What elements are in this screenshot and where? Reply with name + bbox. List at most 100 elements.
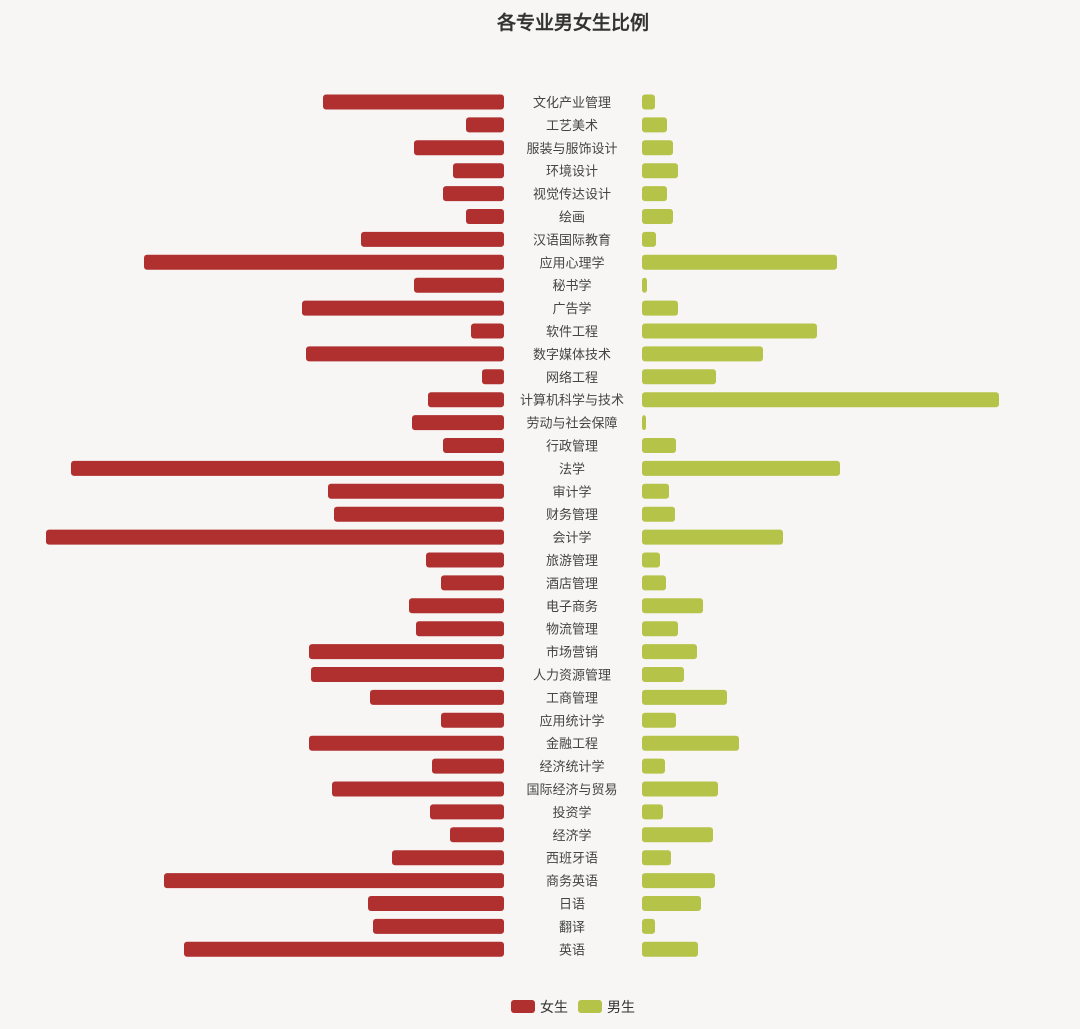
bar-female[interactable] [441,712,504,728]
category-label: 数字媒体技术 [533,348,611,363]
bar-male[interactable] [642,941,698,957]
bar-male[interactable] [642,163,678,179]
bar-male[interactable] [642,598,703,614]
bar-female[interactable] [46,529,504,545]
bar-male[interactable] [642,918,655,934]
bar-male[interactable] [642,575,666,591]
legend-swatch-female[interactable] [511,1000,535,1013]
bar-female[interactable] [309,735,504,751]
category-label: 翻译 [559,920,585,935]
bar-female[interactable] [416,621,504,637]
bar-male[interactable] [642,140,673,156]
bar-male[interactable] [642,850,671,866]
bar-female[interactable] [471,323,504,339]
category-label: 英语 [559,943,585,958]
bar-female[interactable] [441,575,504,591]
bar-male[interactable] [642,186,667,202]
legend-label-female[interactable]: 女生 [540,999,568,1016]
category-label: 财务管理 [546,507,598,523]
bar-female[interactable] [323,94,504,110]
bar-male[interactable] [642,323,817,339]
category-label: 应用心理学 [539,255,604,271]
bar-female[interactable] [184,941,504,957]
bar-female[interactable] [311,667,504,682]
bar-male[interactable] [642,758,665,774]
bar-male[interactable] [642,506,675,522]
bar-male[interactable] [642,896,701,911]
category-label: 电子商务 [546,599,598,615]
bar-female[interactable] [334,506,504,522]
category-label: 市场营销 [546,645,598,661]
bar-male[interactable] [642,346,763,362]
bar-male[interactable] [642,209,673,224]
bar-female[interactable] [450,827,504,843]
bar-female[interactable] [164,873,504,889]
category-label: 西班牙语 [546,852,598,867]
bar-male[interactable] [642,415,646,431]
bar-male[interactable] [642,460,840,476]
bar-male[interactable] [642,712,676,728]
category-label: 物流管理 [546,623,598,638]
category-label: 审计学 [552,484,591,500]
bar-male[interactable] [642,827,713,843]
bar-male[interactable] [642,277,647,293]
legend-label-male[interactable]: 男生 [607,1000,635,1016]
bar-female[interactable] [430,804,504,820]
bar-female[interactable] [373,918,504,934]
bar-female[interactable] [409,598,504,614]
bar-male[interactable] [642,94,655,110]
bar-male[interactable] [642,735,739,751]
category-label: 法学 [559,461,585,477]
bar-female[interactable] [71,460,504,476]
category-labels: 文化产业管理工艺美术服装与服饰设计环境设计视觉传达设计绘画汉语国际教育应用心理学… [520,96,624,958]
bar-male[interactable] [642,438,676,453]
bar-female[interactable] [428,392,504,408]
bar-female[interactable] [443,438,504,453]
bar-female[interactable] [370,689,504,705]
bar-female[interactable] [443,186,504,202]
category-label: 人力资源管理 [533,669,611,684]
bar-female[interactable] [414,140,504,156]
bar-female[interactable] [432,758,504,774]
legend-swatch-male[interactable] [578,1000,602,1013]
bar-female[interactable] [466,209,504,224]
category-label: 软件工程 [546,325,598,340]
bar-male[interactable] [642,483,669,499]
bar-female[interactable] [144,254,504,270]
bar-female[interactable] [453,163,504,179]
bar-female[interactable] [466,117,504,133]
bar-male[interactable] [642,369,716,385]
bar-female[interactable] [368,896,504,911]
bar-female[interactable] [306,346,504,362]
bar-male[interactable] [642,644,697,660]
bar-male[interactable] [642,552,660,568]
bar-male[interactable] [642,781,718,797]
bar-male[interactable] [642,689,727,705]
bar-male[interactable] [642,254,837,270]
bar-male[interactable] [642,804,663,820]
bar-female[interactable] [328,483,504,499]
bar-female[interactable] [361,231,504,247]
bar-male[interactable] [642,392,999,408]
bar-female[interactable] [332,781,504,797]
bar-female[interactable] [309,644,504,660]
bar-female[interactable] [302,300,504,316]
legend[interactable]: 女生 男生 [511,999,635,1016]
bar-male[interactable] [642,873,715,889]
bar-male[interactable] [642,117,667,133]
category-label: 金融工程 [546,736,598,752]
bar-female[interactable] [412,415,504,431]
category-label: 商务英语 [546,874,598,890]
bar-female[interactable] [392,850,504,866]
category-label: 行政管理 [546,440,598,455]
bar-male[interactable] [642,667,684,682]
bar-male[interactable] [642,231,656,247]
bar-female[interactable] [426,552,504,568]
category-label: 绘画 [559,211,585,226]
bar-female[interactable] [414,277,504,293]
bar-male[interactable] [642,300,678,316]
bar-male[interactable] [642,529,783,545]
bar-male[interactable] [642,621,678,637]
bar-female[interactable] [482,369,504,385]
